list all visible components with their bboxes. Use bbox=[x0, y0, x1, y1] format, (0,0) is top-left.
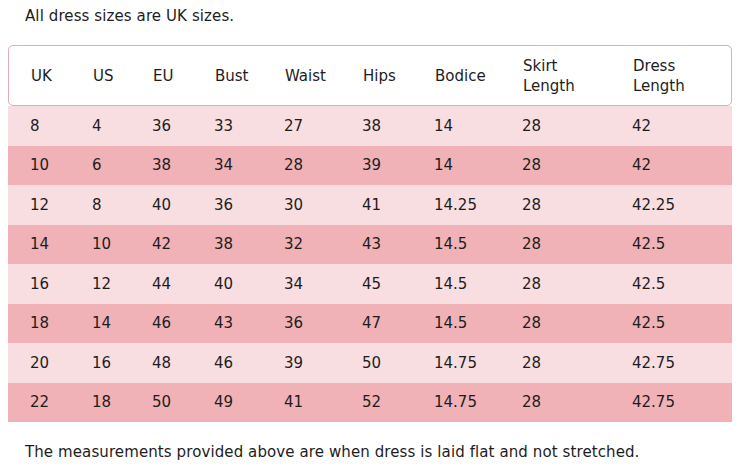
table-cell: 50 bbox=[152, 393, 214, 411]
table-cell: 14 bbox=[92, 314, 152, 332]
table-cell: 28 bbox=[522, 235, 632, 253]
table-cell: 14 bbox=[434, 156, 522, 174]
column-header: US bbox=[93, 66, 153, 86]
table-cell: 14.75 bbox=[434, 393, 522, 411]
table-cell: 14 bbox=[434, 117, 522, 135]
table-cell: 42.5 bbox=[632, 275, 732, 293]
table-cell: 39 bbox=[362, 156, 434, 174]
column-header: Waist bbox=[285, 66, 363, 86]
table-cell: 28 bbox=[522, 354, 632, 372]
table-row: 10638342839142842 bbox=[8, 146, 732, 186]
table-cell: 6 bbox=[92, 156, 152, 174]
table-cell: 46 bbox=[152, 314, 214, 332]
table-cell: 48 bbox=[152, 354, 214, 372]
table-cell: 45 bbox=[362, 275, 434, 293]
column-header: Bodice bbox=[435, 66, 523, 86]
table-row: 16124440344514.52842.5 bbox=[8, 264, 732, 304]
table-cell: 41 bbox=[284, 393, 362, 411]
table-cell: 22 bbox=[30, 393, 92, 411]
table-cell: 33 bbox=[214, 117, 284, 135]
size-chart-table: UKUSEUBustWaistHipsBodiceSkirt Length Dre… bbox=[8, 45, 732, 422]
column-header: EU bbox=[153, 66, 215, 86]
table-row: 22185049415214.752842.75 bbox=[8, 383, 732, 423]
table-cell: 40 bbox=[214, 275, 284, 293]
table-cell: 34 bbox=[284, 275, 362, 293]
table-cell: 42 bbox=[632, 156, 732, 174]
table-row: 18144643364714.52842.5 bbox=[8, 304, 732, 344]
column-header: Dress Length bbox=[633, 56, 701, 96]
table-cell: 20 bbox=[30, 354, 92, 372]
table-cell: 52 bbox=[362, 393, 434, 411]
table-cell: 42.75 bbox=[632, 393, 732, 411]
size-guide-page: All dress sizes are UK sizes. UKUSEUBust… bbox=[0, 0, 740, 471]
table-cell: 41 bbox=[362, 196, 434, 214]
top-note: All dress sizes are UK sizes. bbox=[25, 7, 234, 25]
table-cell: 14.5 bbox=[434, 275, 522, 293]
table-cell: 40 bbox=[152, 196, 214, 214]
table-cell: 47 bbox=[362, 314, 434, 332]
table-cell: 38 bbox=[214, 235, 284, 253]
table-cell: 8 bbox=[92, 196, 152, 214]
table-cell: 42.75 bbox=[632, 354, 732, 372]
column-header: Bust bbox=[215, 66, 285, 86]
table-cell: 14.5 bbox=[434, 235, 522, 253]
table-cell: 14.75 bbox=[434, 354, 522, 372]
table-cell: 28 bbox=[522, 393, 632, 411]
table-cell: 12 bbox=[30, 196, 92, 214]
table-cell: 42.5 bbox=[632, 235, 732, 253]
table-cell: 30 bbox=[284, 196, 362, 214]
table-cell: 43 bbox=[214, 314, 284, 332]
size-chart-header-row: UKUSEUBustWaistHipsBodiceSkirt Length Dre… bbox=[8, 45, 732, 106]
table-cell: 42 bbox=[152, 235, 214, 253]
table-cell: 34 bbox=[214, 156, 284, 174]
table-cell: 44 bbox=[152, 275, 214, 293]
table-cell: 14.25 bbox=[434, 196, 522, 214]
table-cell: 14.5 bbox=[434, 314, 522, 332]
table-cell: 18 bbox=[30, 314, 92, 332]
table-cell: 28 bbox=[522, 156, 632, 174]
table-cell: 43 bbox=[362, 235, 434, 253]
table-cell: 50 bbox=[362, 354, 434, 372]
table-row: 1284036304114.252842.25 bbox=[8, 185, 732, 225]
column-header: Hips bbox=[363, 66, 435, 86]
table-cell: 14 bbox=[30, 235, 92, 253]
table-cell: 49 bbox=[214, 393, 284, 411]
table-cell: 42.5 bbox=[632, 314, 732, 332]
table-cell: 16 bbox=[92, 354, 152, 372]
table-cell: 28 bbox=[522, 314, 632, 332]
table-cell: 46 bbox=[214, 354, 284, 372]
table-cell: 12 bbox=[92, 275, 152, 293]
table-row: 20164846395014.752842.75 bbox=[8, 343, 732, 383]
column-header: Skirt Length bbox=[523, 56, 591, 96]
table-cell: 10 bbox=[30, 156, 92, 174]
table-cell: 27 bbox=[284, 117, 362, 135]
bottom-note: The measurements provided above are when… bbox=[25, 443, 639, 461]
table-cell: 32 bbox=[284, 235, 362, 253]
table-cell: 28 bbox=[522, 275, 632, 293]
table-cell: 28 bbox=[284, 156, 362, 174]
table-cell: 28 bbox=[522, 196, 632, 214]
table-cell: 28 bbox=[522, 117, 632, 135]
table-cell: 36 bbox=[284, 314, 362, 332]
table-cell: 42.25 bbox=[632, 196, 732, 214]
table-cell: 10 bbox=[92, 235, 152, 253]
table-cell: 18 bbox=[92, 393, 152, 411]
size-chart-body: 8436332738142842106383428391428421284036… bbox=[8, 106, 732, 422]
table-cell: 16 bbox=[30, 275, 92, 293]
table-cell: 42 bbox=[632, 117, 732, 135]
table-cell: 36 bbox=[152, 117, 214, 135]
table-cell: 4 bbox=[92, 117, 152, 135]
table-cell: 8 bbox=[30, 117, 92, 135]
table-row: 8436332738142842 bbox=[8, 106, 732, 146]
table-cell: 36 bbox=[214, 196, 284, 214]
column-header: UK bbox=[31, 66, 93, 86]
table-cell: 38 bbox=[362, 117, 434, 135]
table-cell: 39 bbox=[284, 354, 362, 372]
table-row: 14104238324314.52842.5 bbox=[8, 225, 732, 265]
table-cell: 38 bbox=[152, 156, 214, 174]
